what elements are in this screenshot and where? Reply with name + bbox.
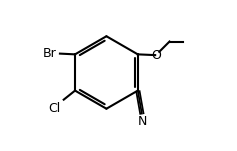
Text: Br: Br	[43, 47, 57, 60]
Text: O: O	[151, 49, 161, 62]
Text: Cl: Cl	[48, 102, 61, 115]
Text: N: N	[137, 115, 147, 128]
